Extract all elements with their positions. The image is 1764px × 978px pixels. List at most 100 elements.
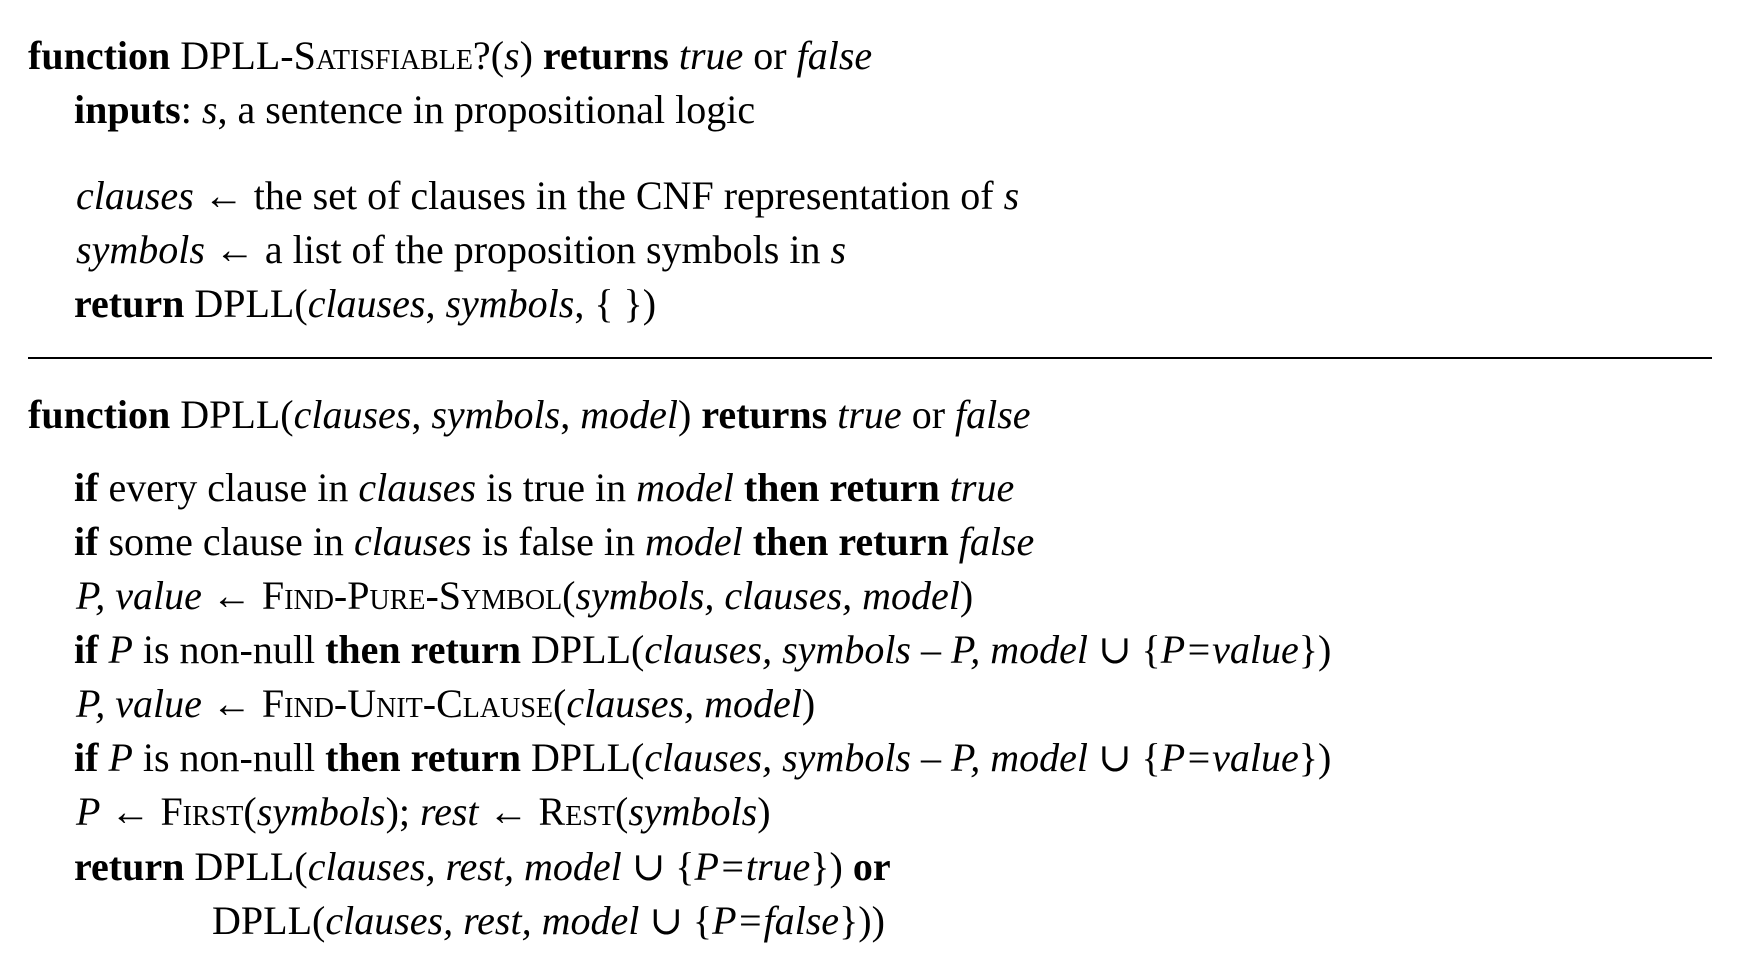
value-true: true: [678, 33, 744, 78]
return-line: return DPLL(clauses, symbols, { }): [74, 284, 656, 324]
arrow: ←: [478, 789, 539, 834]
divider-rule: [28, 357, 1712, 359]
text: some clause in: [98, 519, 354, 564]
close: }): [810, 844, 853, 889]
dpll-satisfiable-header: function DPLL-Satisfiable?(s) returns tr…: [28, 36, 872, 76]
word-or: or: [753, 33, 787, 78]
keyword-then-return: then return: [325, 627, 522, 672]
value-true: true: [837, 392, 902, 437]
paren-open: (: [562, 573, 576, 618]
first-rest-line: P ← First(symbols); rest ← Rest(symbols): [76, 792, 771, 832]
keyword-if: if: [74, 627, 99, 672]
close: }): [1298, 735, 1332, 780]
param-symbols: symbols: [431, 392, 561, 437]
keyword-function: function: [28, 392, 171, 437]
keyword-if: if: [74, 519, 99, 564]
keyword-return: return: [74, 844, 185, 889]
text: every clause in: [98, 465, 359, 510]
var-p: P: [98, 627, 133, 672]
all-true-check-line: if every clause in clauses is true in mo…: [74, 468, 1014, 508]
call-dpll: DPLL(: [521, 627, 645, 672]
paren-close: ): [757, 789, 771, 834]
assignment: P=true: [694, 844, 811, 889]
symbols-description: a list of the proposition symbols in: [264, 227, 831, 272]
value-false: false: [958, 519, 1035, 564]
text: is non-null: [132, 627, 326, 672]
var-clauses: clauses: [76, 173, 194, 218]
var-p: P: [76, 789, 101, 834]
keyword-if: if: [74, 465, 99, 510]
comma: ,: [425, 281, 446, 326]
keyword-return: return: [74, 281, 185, 326]
args: clauses, symbols: [644, 627, 911, 672]
keyword-if: if: [74, 735, 99, 780]
keyword-returns: returns: [542, 33, 669, 78]
var-s: s: [1003, 173, 1020, 218]
keyword-then-return: then return: [742, 519, 959, 564]
close: })): [839, 898, 885, 943]
assignment: P=value: [1160, 735, 1299, 780]
paren-close: ): [959, 573, 974, 618]
some-false-check-line: if some clause in clauses is false in mo…: [74, 522, 1034, 562]
arrow: ←: [204, 227, 265, 272]
args: symbols, clauses, model: [575, 573, 960, 618]
assignment: P=value: [1160, 627, 1299, 672]
paren-open: (: [553, 681, 567, 726]
arrow: ←: [201, 681, 262, 726]
comma: ,: [411, 392, 432, 437]
assignment: P=false: [712, 898, 840, 943]
args: clauses, model: [566, 681, 802, 726]
clauses-description: the set of clauses in the CNF representa…: [253, 173, 1004, 218]
keyword-function: function: [28, 33, 171, 78]
clauses-assign-line: clauses ← the set of clauses in the CNF …: [76, 176, 1019, 216]
var-s: s: [830, 227, 847, 272]
var-rest: rest: [420, 789, 479, 834]
keyword-inputs: inputs: [74, 87, 181, 132]
keyword-or: or: [852, 844, 891, 889]
dpll-header: function DPLL(clauses, symbols, model) r…: [28, 395, 1031, 435]
arrow: ←: [201, 573, 262, 618]
input-var: s: [201, 87, 218, 132]
param-s: s: [504, 33, 520, 78]
keyword-returns: returns: [701, 392, 828, 437]
args: P, model: [951, 627, 1089, 672]
text: is true in: [476, 465, 637, 510]
var-model: model: [645, 519, 743, 564]
call-dpll: DPLL(: [184, 281, 308, 326]
branch-false-line: DPLL(clauses, rest, model ∪ {P=false})): [212, 901, 885, 941]
call-dpll: DPLL(: [212, 898, 326, 943]
symbols-assign-line: symbols ← a list of the proposition symb…: [76, 230, 846, 270]
arg-symbols: symbols: [256, 789, 386, 834]
paren-close: );: [385, 789, 421, 834]
args: P, model: [951, 735, 1089, 780]
empty-model: , { }): [574, 281, 657, 326]
function-name: DPLL(: [170, 392, 294, 437]
close: }): [1298, 627, 1332, 672]
arrow: ←: [100, 789, 161, 834]
param-clauses: clauses: [293, 392, 412, 437]
unit-clause-recurse-line: if P is non-null then return DPLL(clause…: [74, 738, 1331, 778]
args: clauses, rest, model: [325, 898, 640, 943]
paren-open: (: [490, 33, 505, 78]
branch-true-line: return DPLL(clauses, rest, model ∪ {P=tr…: [74, 847, 891, 887]
pure-symbol-recurse-line: if P is non-null then return DPLL(clause…: [74, 630, 1331, 670]
var-p: P: [98, 735, 133, 780]
union: ∪ {: [639, 898, 713, 943]
keyword-then-return: then return: [325, 735, 522, 780]
arg-symbols: symbols: [445, 281, 575, 326]
minus: –: [911, 735, 951, 780]
function-name: DPLL-Satisfiable?: [180, 33, 491, 78]
find-unit-clause-line: P, value ← Find-Unit-Clause(clauses, mod…: [76, 684, 815, 724]
value-false: false: [796, 33, 873, 78]
paren-open: (: [243, 789, 257, 834]
args: clauses, symbols: [644, 735, 911, 780]
fn-first: First: [160, 789, 244, 834]
keyword-then-return: then return: [733, 465, 950, 510]
arg-clauses: clauses: [307, 281, 426, 326]
call-dpll: DPLL(: [521, 735, 645, 780]
arg-symbols: symbols: [628, 789, 758, 834]
var-model: model: [636, 465, 734, 510]
paren-close: ): [519, 33, 533, 78]
args: clauses, rest, model: [307, 844, 622, 889]
inputs-colon: :: [180, 87, 192, 132]
